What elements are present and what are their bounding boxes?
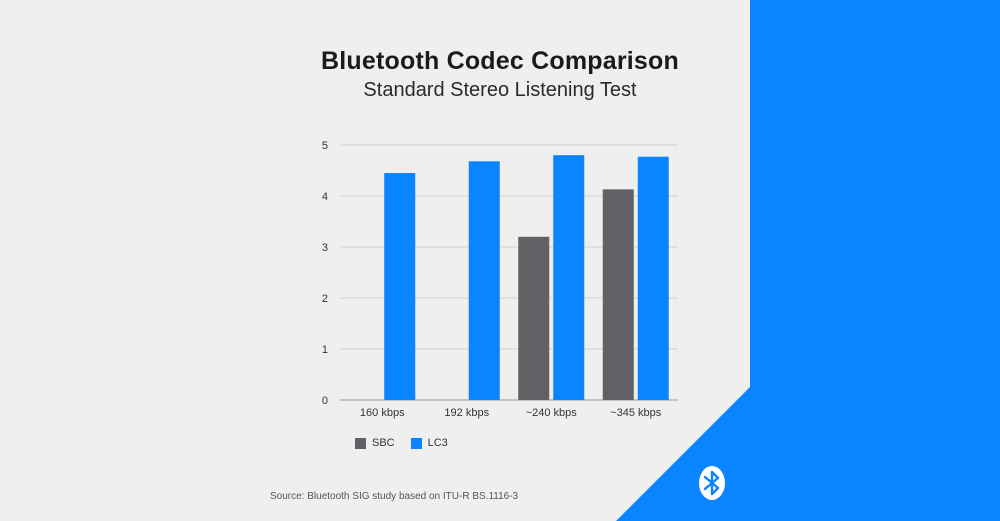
legend-item-lc3: LC3 <box>410 437 448 449</box>
y-tick-label: 5 <box>322 140 328 152</box>
legend-label-lc3: LC3 <box>427 437 448 449</box>
y-tick-label: 4 <box>322 191 328 203</box>
bar-lc3-3 <box>637 156 669 400</box>
bluetooth-icon <box>699 466 725 500</box>
y-tick-label: 3 <box>322 242 328 254</box>
legend-swatch-sbc <box>355 437 366 449</box>
y-tick-label: 0 <box>322 395 328 407</box>
x-tick-label: ~345 kbps <box>610 407 662 419</box>
x-tick-label: ~240 kbps <box>526 407 578 419</box>
chart-subtitle: Standard Stereo Listening Test <box>363 79 637 101</box>
legend-item-sbc: SBC <box>355 437 395 449</box>
bar-sbc-2 <box>518 236 550 400</box>
bar-sbc-3 <box>602 189 634 400</box>
chart-title: Bluetooth Codec Comparison <box>321 47 679 75</box>
x-tick-label: 160 kbps <box>360 407 405 419</box>
legend-swatch-lc3 <box>410 437 422 449</box>
bar-lc3-2 <box>553 155 585 400</box>
y-tick-label: 2 <box>322 293 328 305</box>
bar-lc3-0 <box>384 173 416 400</box>
legend-label-sbc: SBC <box>372 437 395 449</box>
x-tick-label: 192 kbps <box>444 407 489 419</box>
y-tick-label: 1 <box>322 344 328 356</box>
bar-lc3-1 <box>468 161 500 400</box>
chart-legend: SBC LC3 <box>355 437 448 449</box>
source-note: Source: Bluetooth SIG study based on ITU… <box>270 491 519 502</box>
